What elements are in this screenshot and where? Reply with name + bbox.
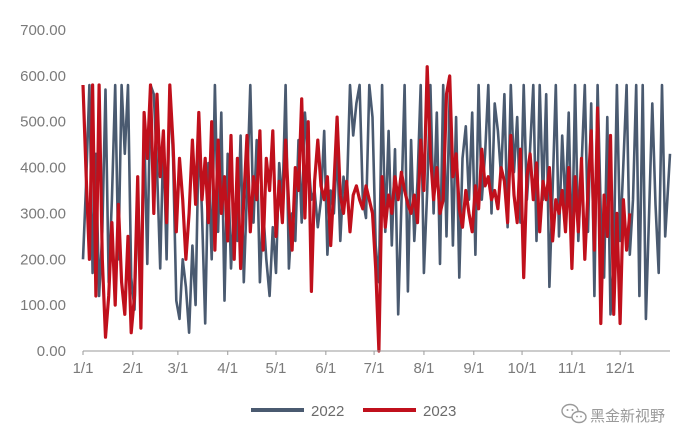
legend-item-2022: 2022 <box>251 403 344 420</box>
x-tick-label: 6/1 <box>315 360 336 377</box>
watermark-text: 黑金新视野 <box>590 407 665 425</box>
x-tick-label: 8/1 <box>414 360 435 377</box>
x-tick-label: 10/1 <box>507 360 536 377</box>
x-tick-label: 3/1 <box>167 360 188 377</box>
series-line-2023 <box>81 65 632 353</box>
y-tick-label: 400.00 <box>20 160 66 177</box>
x-tick-label: 11/1 <box>558 360 586 377</box>
x-tick-label: 1/1 <box>73 360 94 377</box>
legend-label-2022: 2022 <box>311 403 344 420</box>
x-tick-label: 5/1 <box>266 360 287 377</box>
y-tick-label: 0.00 <box>37 343 66 360</box>
y-tick-label: 300.00 <box>20 205 66 222</box>
x-tick-label: 7/1 <box>364 360 385 377</box>
y-axis-ticks: 0.00 100.00 200.00 300.00 400.00 500.00 600.00… <box>20 22 66 360</box>
legend-label-2023: 2023 <box>423 403 456 420</box>
watermark: 黑金新视野 <box>561 403 665 425</box>
series-layer <box>81 65 672 353</box>
legend: 2022 2023 <box>251 403 456 420</box>
x-tick-label: 12/1 <box>606 360 635 377</box>
y-tick-label: 500.00 <box>20 114 66 131</box>
y-tick-label: 700.00 <box>20 22 66 39</box>
y-tick-label: 100.00 <box>20 297 66 314</box>
y-tick-label: 600.00 <box>20 68 66 85</box>
x-tick-label: 9/1 <box>463 360 484 377</box>
wechat-icon <box>561 403 587 424</box>
legend-item-2023: 2023 <box>363 403 456 420</box>
y-tick-label: 200.00 <box>20 251 66 268</box>
x-tick-label: 4/1 <box>217 360 238 377</box>
x-axis-ticks: 1/1 2/1 3/1 4/1 5/1 6/1 7/1 8/1 9/1 10/1 11/1 12/1 <box>73 351 635 377</box>
x-tick-label: 2/1 <box>122 360 143 377</box>
